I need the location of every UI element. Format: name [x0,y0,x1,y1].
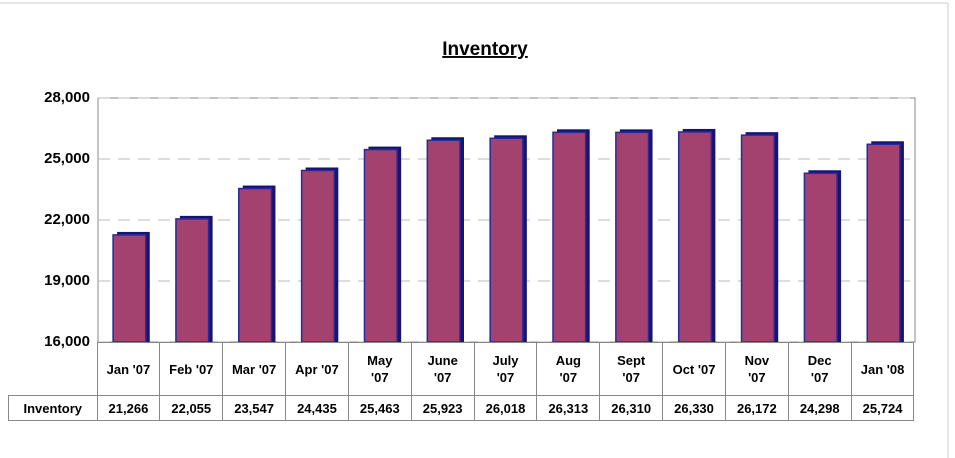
y-tick-label: 25,000 [44,150,90,167]
x-tick-label: May '07 [347,342,412,396]
x-tick-label: June '07 [410,342,475,396]
data-label: 23,547 [222,395,287,421]
data-label: 25,463 [347,395,412,421]
bar [426,139,461,343]
data-label: 24,435 [285,395,349,421]
bar [677,131,713,343]
x-tick-label: Nov '07 [724,342,789,396]
y-tick-label: 22,000 [44,211,90,228]
corner-cell [8,342,98,396]
x-tick-label: Mar '07 [222,342,287,396]
series-name: Inventory [8,395,98,421]
data-label: 26,330 [662,395,726,421]
data-label: 26,313 [536,395,601,421]
bar [552,131,587,343]
x-tick-label: Aug '07 [536,342,601,396]
x-tick-label: Jan '08 [850,342,915,396]
data-label: 26,172 [724,395,789,421]
x-tick-label: Feb '07 [159,342,224,396]
bar [300,169,336,343]
x-tick-label: Dec '07 [787,342,852,396]
data-label: 26,018 [473,395,538,421]
bar [489,137,524,343]
bar [112,234,147,343]
bar [175,218,210,343]
bar [740,134,775,343]
x-tick-label: Oct '07 [662,342,726,396]
data-table: Jan '07 Feb '07 Mar '07 Apr '07 May '07 June … [8,342,915,421]
value-row: Inventory 21,266 22,055 23,547 24,435 25,463 2… [8,395,915,421]
chart-title: Inventory [442,39,528,60]
data-label: 21,266 [96,395,161,421]
data-label: 25,724 [850,395,915,421]
x-tick-label: July '07 [473,342,538,396]
bar [803,172,838,343]
bar [238,187,273,343]
data-label: 24,298 [787,395,852,421]
bar [615,131,650,343]
x-tick-label: Jan '07 [96,342,161,396]
data-label: 26,310 [599,395,664,421]
data-label: 22,055 [159,395,224,421]
category-row: Jan '07 Feb '07 Mar '07 Apr '07 May '07 June … [8,342,915,396]
x-tick-label: Apr '07 [285,342,349,396]
bar [363,148,398,343]
y-tick-label: 28,000 [44,89,90,106]
x-tick-label: Sept '07 [599,342,664,396]
bar [866,143,901,343]
data-label: 25,923 [410,395,475,421]
y-tick-label: 19,000 [44,272,90,289]
